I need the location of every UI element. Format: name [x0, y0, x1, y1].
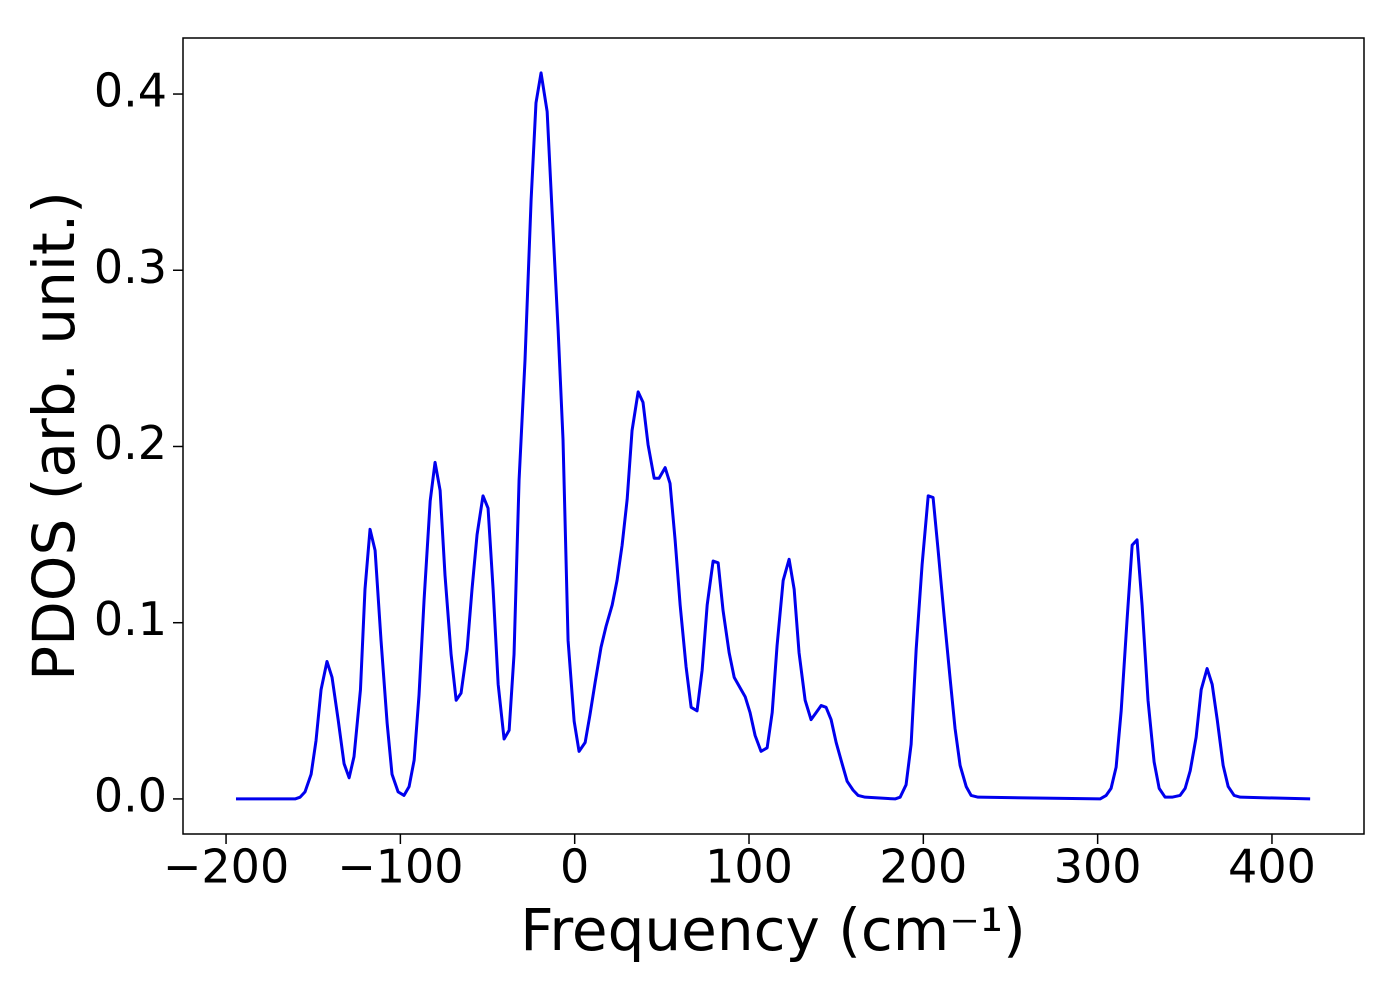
y-tick-label: 0.1 [94, 592, 167, 646]
x-tick-label: 100 [705, 840, 793, 894]
x-tick-label: −200 [163, 840, 289, 894]
plot-frame [182, 37, 1365, 835]
x-tick-label: 300 [1054, 840, 1142, 894]
x-tick-label: −100 [337, 840, 463, 894]
data-line [235, 71, 1311, 801]
y-axis-label: PDOS (arb. unit.) [20, 191, 88, 681]
x-tick-label: 0 [560, 840, 589, 894]
x-axis-label: Frequency (cm⁻¹) [520, 896, 1026, 964]
y-tick-label: 0.0 [94, 768, 167, 822]
y-tick-label: 0.4 [94, 64, 167, 118]
y-tick-label: 0.3 [94, 240, 167, 294]
x-tick-label: 200 [879, 840, 967, 894]
y-tick-label: 0.2 [94, 416, 167, 470]
x-tick-label: 400 [1228, 840, 1316, 894]
